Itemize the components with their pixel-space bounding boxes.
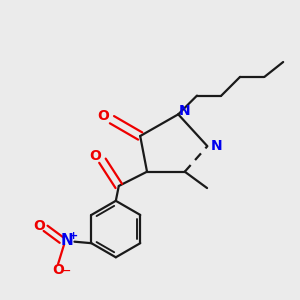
Text: N: N — [178, 104, 190, 118]
Text: O: O — [89, 149, 101, 163]
Text: N: N — [61, 233, 74, 248]
Text: O: O — [33, 219, 45, 233]
Text: N: N — [211, 139, 222, 153]
Text: O: O — [98, 109, 109, 123]
Text: −: − — [62, 266, 72, 275]
Text: O: O — [53, 263, 64, 277]
Text: +: + — [69, 231, 78, 241]
